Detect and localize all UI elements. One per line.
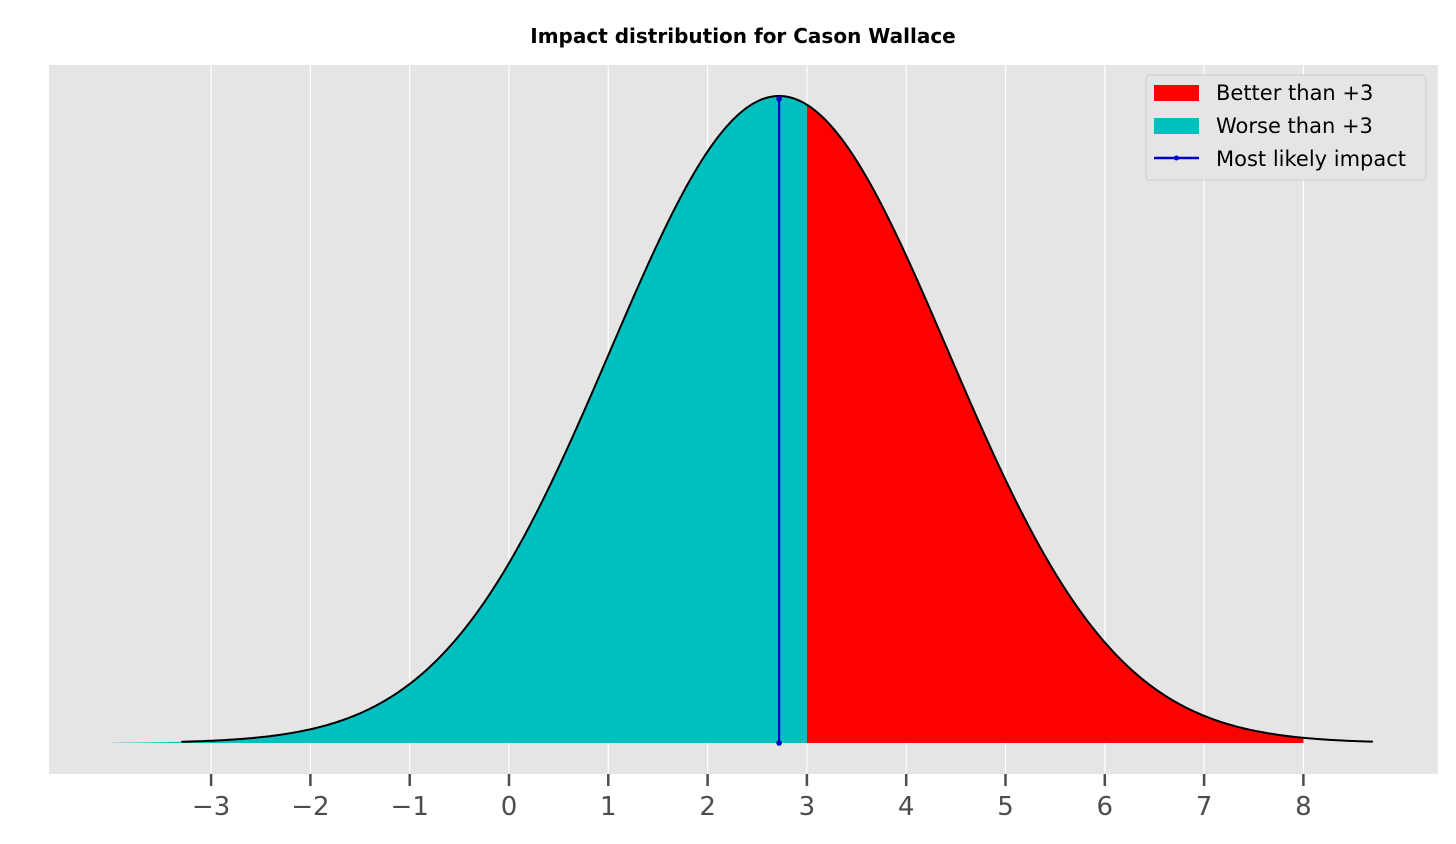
x-tick-label: −1: [391, 792, 429, 822]
legend-label-most-likely: Most likely impact: [1216, 147, 1406, 171]
legend-box: [1145, 74, 1427, 181]
most-likely-impact-marker-bottom: [776, 740, 782, 746]
x-tick-label: 6: [1097, 792, 1114, 822]
better-than-threshold-area: [806, 104, 1304, 744]
distribution-curve-group: [181, 94, 1373, 746]
x-tick-label: 0: [501, 792, 518, 822]
distribution-fills: [111, 96, 1304, 744]
legend-label-worse: Worse than +3: [1216, 114, 1373, 138]
distribution-curve: [181, 94, 1373, 743]
worse-than-threshold-area: [111, 96, 807, 743]
x-tick-label: 4: [898, 792, 915, 822]
x-tick-label: 3: [799, 792, 816, 822]
x-tick-label: 1: [600, 792, 617, 822]
legend-swatch-worse: [1154, 118, 1199, 134]
most-likely-impact-marker-top: [776, 96, 782, 102]
legend: Better than +3 Worse than +3 Most likely…: [1145, 74, 1427, 181]
legend-marker-most-likely: [1174, 155, 1179, 161]
chart-title: Impact distribution for Cason Wallace: [530, 24, 956, 48]
x-tick-label: 2: [699, 792, 716, 822]
x-tick-label: −3: [192, 792, 230, 822]
x-tick-label: 5: [997, 792, 1014, 822]
legend-label-better: Better than +3: [1216, 81, 1373, 105]
x-tick-label: 8: [1295, 792, 1312, 822]
x-axis: −3 −2 −1 0 1 2 3 4 5 6 7 8: [192, 774, 1312, 822]
legend-swatch-better: [1154, 85, 1199, 101]
x-tick-label: 7: [1196, 792, 1213, 822]
x-tick-label: −2: [291, 792, 329, 822]
